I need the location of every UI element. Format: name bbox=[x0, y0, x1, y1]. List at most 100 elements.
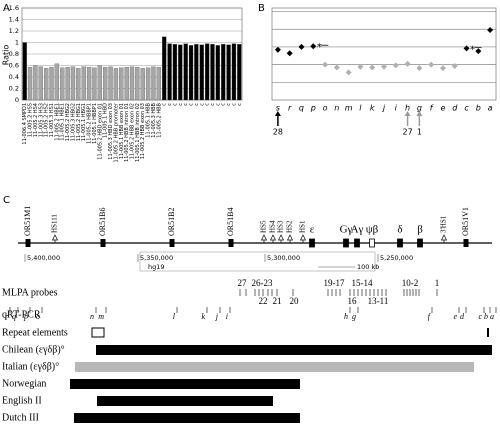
hs-label: HS4 bbox=[269, 220, 277, 233]
deletion-bar bbox=[74, 413, 300, 423]
bar bbox=[199, 44, 204, 101]
gene-label: ε bbox=[310, 224, 315, 236]
x-tick-label: o bbox=[323, 104, 328, 113]
x-tick-label: c bbox=[221, 103, 227, 106]
qpcr-label: m bbox=[98, 312, 104, 321]
probe-label: 16 bbox=[348, 296, 358, 306]
hs-arrow bbox=[277, 234, 285, 241]
bar bbox=[231, 43, 237, 101]
deletion-bar bbox=[75, 362, 474, 372]
bar bbox=[22, 42, 27, 101]
star: * bbox=[470, 44, 475, 55]
hs-label: HS111 bbox=[51, 214, 59, 233]
point bbox=[451, 63, 458, 70]
arrow-head bbox=[274, 111, 281, 116]
bar bbox=[43, 68, 49, 101]
gene-box bbox=[463, 239, 469, 247]
qpcr-label: d bbox=[460, 312, 465, 321]
x-tick-label: 11-005.3 HBB bbox=[151, 102, 157, 137]
scale-label: 100 kb bbox=[357, 263, 379, 271]
bar bbox=[124, 67, 129, 101]
bar bbox=[103, 67, 108, 101]
gene-box bbox=[100, 239, 106, 247]
x-tick-label: c bbox=[162, 103, 168, 106]
qpcr-label: o bbox=[36, 312, 40, 321]
repeat-element bbox=[91, 327, 105, 338]
x-tick-label: l bbox=[359, 104, 362, 113]
bar bbox=[60, 67, 65, 101]
hs-arrow bbox=[260, 234, 268, 241]
bar bbox=[113, 68, 119, 101]
x-tick-label: h bbox=[405, 104, 410, 113]
hs-label: 3'HS1 bbox=[440, 215, 448, 233]
qpcr-label: n bbox=[90, 312, 94, 321]
qpcr-label: h bbox=[344, 312, 348, 321]
x-tick-label: j bbox=[382, 104, 386, 113]
x-tick-label: c bbox=[226, 103, 232, 106]
arrow-label: 28 bbox=[273, 128, 283, 137]
row-label: Dutch III bbox=[2, 412, 39, 423]
row-label: Italian (εγδβ)° bbox=[2, 361, 59, 372]
gene-box bbox=[169, 239, 175, 247]
bar bbox=[178, 44, 183, 101]
y-tick-label: 1 bbox=[15, 39, 19, 47]
row-label: Chilean (εγδβ)° bbox=[2, 344, 65, 355]
bar bbox=[226, 44, 231, 101]
gene-box bbox=[343, 238, 349, 248]
x-tick-label: 11-005.1 HBBP1 bbox=[92, 103, 98, 144]
gene-label: OR51B2 bbox=[167, 208, 176, 236]
x-tick-label: c bbox=[178, 103, 184, 106]
x-tick-label: n bbox=[334, 104, 339, 113]
row-label: Repeat elements bbox=[2, 327, 68, 338]
x-tick-label: c bbox=[237, 103, 243, 106]
x-tick-label: 11-005.1 HBD bbox=[103, 103, 109, 138]
bar bbox=[108, 66, 113, 101]
x-tick-label: c bbox=[183, 103, 189, 106]
qpcr-label: q bbox=[12, 312, 16, 321]
y-tick-label: 1.6 bbox=[9, 4, 19, 12]
bar bbox=[76, 68, 81, 101]
bar bbox=[33, 65, 38, 101]
bar bbox=[237, 44, 242, 101]
x-tick-label: m bbox=[345, 104, 353, 113]
row-label: English II bbox=[2, 395, 42, 406]
bar bbox=[194, 44, 199, 101]
x-tick-label: 11-006.4 SMPD1 bbox=[22, 103, 28, 145]
deletion-bar bbox=[97, 396, 273, 406]
x-tick-label: 11-005.3 HBG2 bbox=[70, 103, 76, 141]
qpcr-label: e bbox=[453, 312, 457, 321]
coordinate-label: 5,400,000 bbox=[27, 254, 60, 262]
gene-box bbox=[309, 238, 315, 248]
x-tick-label: 11-005.2 HS4 bbox=[33, 103, 39, 137]
hs-arrow bbox=[286, 234, 294, 241]
gene-label: β bbox=[417, 224, 423, 236]
bar bbox=[151, 66, 156, 101]
probe-label: 15-14 bbox=[352, 278, 373, 288]
bar bbox=[119, 67, 124, 101]
qpcr-label: f bbox=[428, 312, 432, 321]
x-tick-label: 11-005.2 HBD exon 01 bbox=[97, 103, 103, 160]
coordinate-label: 5,250,000 bbox=[380, 254, 413, 262]
point bbox=[416, 65, 423, 72]
x-tick-label: r bbox=[288, 104, 292, 113]
probe-label: 1 bbox=[435, 278, 440, 288]
x-tick-label: p bbox=[310, 104, 316, 113]
x-tick-label: e bbox=[440, 104, 445, 113]
coordinate-label: 5,350,000 bbox=[140, 254, 173, 262]
panel-label: B bbox=[258, 3, 265, 14]
bar bbox=[156, 67, 161, 101]
hs-label: HS2 bbox=[286, 220, 294, 233]
x-tick-label: f bbox=[430, 104, 434, 113]
y-tick-label: 0.6 bbox=[9, 62, 19, 70]
deletion-bar bbox=[96, 345, 492, 355]
bar bbox=[27, 67, 33, 101]
x-tick-label: 11-005.2 HBBP1 bbox=[87, 103, 93, 144]
y-tick-label: 0.2 bbox=[9, 85, 19, 93]
plot-frame bbox=[271, 7, 497, 101]
y-tick-label: 1.2 bbox=[9, 27, 19, 35]
gene-label: Aγ bbox=[351, 224, 364, 236]
bar bbox=[167, 43, 172, 101]
gene-label: OR51M1 bbox=[23, 206, 32, 236]
gene-label: ψβ bbox=[366, 224, 379, 236]
